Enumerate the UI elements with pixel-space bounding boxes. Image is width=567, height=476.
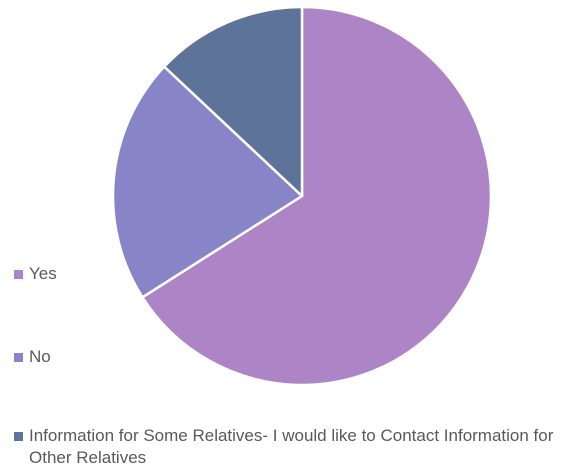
legend-label-information: Information for Some Relatives- I would … [29,426,554,467]
pie-slice-information-for-some-relatives [162,5,304,198]
legend-swatch-no [14,353,23,362]
legend-swatch-information [14,432,23,441]
pie-slice-no [111,65,304,299]
legend-item-no: No [14,346,51,368]
pie-slices [111,5,493,387]
legend-item-yes: Yes [14,263,57,285]
legend-label-yes: Yes [29,264,57,283]
legend-label-no: No [29,347,51,366]
pie-slice-yes [141,5,493,387]
legend-item-information-for-some-relatives: Information for Some Relatives- I would … [14,425,562,469]
legend-swatch-yes [14,270,23,279]
